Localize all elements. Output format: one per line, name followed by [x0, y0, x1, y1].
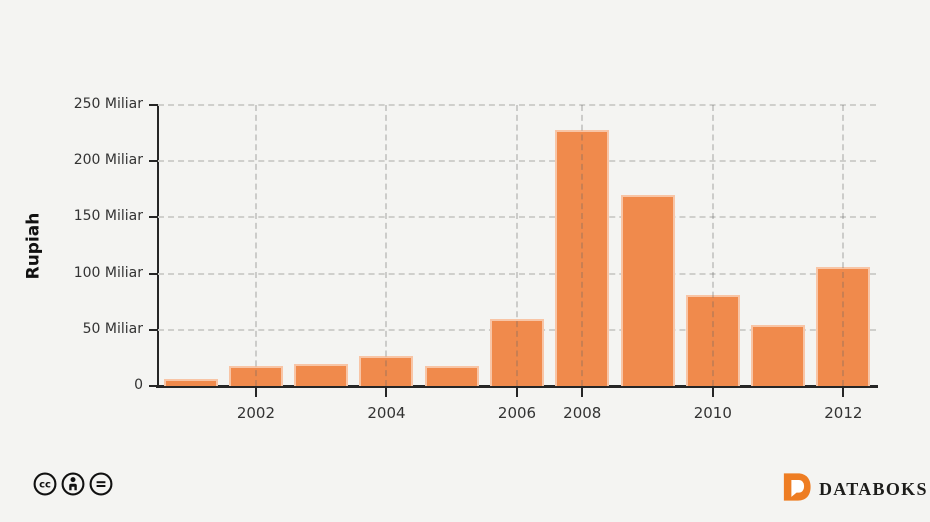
y-gridline-150 [158, 216, 876, 219]
x-tick-label-2002: 2002 [236, 404, 275, 422]
y-tick-50 [149, 328, 157, 331]
x-tick-label-2004: 2004 [367, 404, 406, 422]
x-gridline-2006 [516, 105, 518, 386]
y-tick-label-150: 150 Miliar [73, 208, 143, 225]
databoks-brand: DATABOKS [782, 472, 928, 506]
x-tick-label-2006: 2006 [497, 404, 537, 422]
svg-text:cc: cc [39, 480, 51, 491]
creative-commons-license: cc [33, 472, 113, 496]
y-tick-label-50: 50 Miliar [82, 320, 143, 337]
bar-2011 [751, 325, 806, 386]
y-tick-label-0: 0 [134, 377, 143, 393]
attribution-icon [61, 472, 85, 496]
bar-2002 [228, 365, 283, 386]
y-tick-label-200: 200 Miliar [73, 152, 143, 169]
y-axis-title: Rupiah [23, 212, 44, 280]
x-gridline-2012 [842, 105, 845, 386]
databoks-wordmark: DATABOKS [819, 478, 928, 499]
x-tick-2006 [516, 388, 518, 397]
y-tick-100 [149, 272, 157, 275]
y-tick-200 [149, 160, 157, 163]
y-tick-150 [149, 216, 157, 219]
x-tick-2012 [842, 388, 845, 397]
y-gridline-100 [158, 272, 876, 275]
x-tick-label-2012: 2012 [824, 404, 863, 422]
bar-2012 [816, 266, 871, 386]
x-gridline-2004 [385, 105, 388, 386]
x-tick-2008 [581, 388, 584, 397]
bar-2001 [163, 378, 218, 386]
x-tick-2004 [385, 388, 388, 397]
x-tick-label-2010: 2010 [693, 404, 732, 422]
x-tick-2002 [254, 388, 257, 397]
y-tick-label-100: 100 Miliar [73, 264, 143, 281]
bar-2004 [359, 356, 414, 386]
y-gridline-200 [158, 160, 876, 163]
bar-2005 [424, 365, 479, 386]
y-gridline-250 [158, 104, 876, 106]
bar-2008 [555, 129, 610, 386]
y-tick-label-250: 250 Miliar [73, 96, 143, 112]
cc-icon: cc [33, 472, 57, 496]
x-gridline-2008 [581, 105, 584, 386]
y-axis-line [157, 104, 159, 388]
bar-2009 [620, 194, 675, 386]
x-tick-label-2008: 2008 [563, 404, 602, 422]
bar-2003 [294, 363, 349, 386]
bar-2010 [685, 294, 740, 386]
x-gridline-2002 [254, 105, 257, 386]
x-tick-2010 [711, 388, 714, 397]
y-tick-0 [149, 385, 157, 387]
x-axis-line [156, 385, 878, 388]
bar-2006 [490, 318, 544, 386]
y-tick-250 [149, 104, 157, 106]
x-gridline-2010 [711, 105, 714, 386]
no-derivatives-icon [89, 472, 113, 496]
databoks-logo-icon [782, 472, 812, 506]
